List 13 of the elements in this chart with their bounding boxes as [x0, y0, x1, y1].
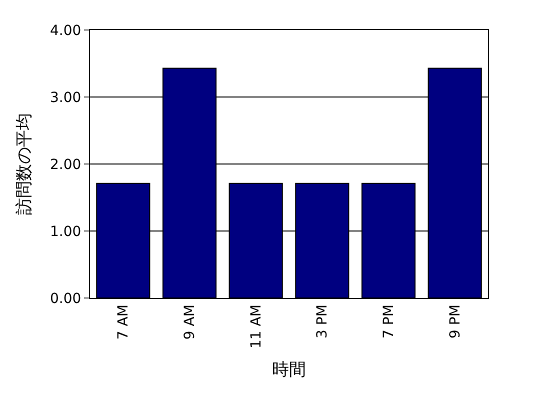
y-tick-label: 0.00 [50, 290, 82, 307]
y-tick-label: 1.00 [50, 224, 82, 240]
x-tick-label: 9 PM [447, 304, 464, 338]
x-axis-title: 時間 [272, 360, 306, 380]
y-axis-title: 訪問数の平均 [14, 113, 35, 215]
x-tick-label: 11 AM [248, 304, 264, 349]
x-tick-label: 3 PM [314, 304, 331, 338]
y-tick-label: 2.00 [50, 156, 82, 173]
x-tick-label: 9 AM [182, 304, 198, 340]
x-tick-label: 7 PM [381, 304, 398, 338]
y-tick-label: 4.00 [50, 22, 82, 39]
y-tick-label: 3.00 [50, 90, 82, 106]
x-tick-label: 7 AM [116, 304, 132, 340]
